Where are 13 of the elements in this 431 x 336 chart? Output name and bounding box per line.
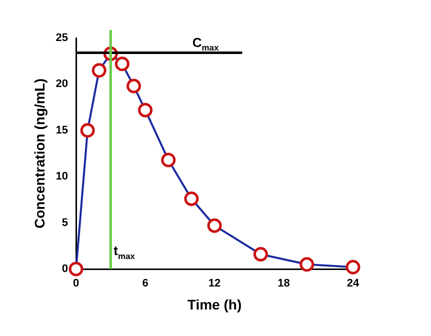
y-tick-label: 25	[56, 32, 68, 44]
x-axis-title: Time (h)	[187, 296, 242, 312]
y-tick-label: 20	[56, 78, 68, 90]
y-tick-label: 15	[56, 124, 68, 136]
x-tick-label: 18	[278, 278, 290, 290]
y-tick-label: 10	[56, 170, 68, 183]
y-tick-label: 5	[62, 216, 68, 229]
x-tick-label: 12	[208, 278, 221, 290]
x-tick-label: 24	[346, 278, 360, 290]
x-tick-label: 6	[142, 278, 148, 290]
y-tick-label: 0	[62, 263, 68, 276]
y-axis-title: Concentration (ng/mL)	[31, 78, 48, 229]
x-tick-label: 0	[72, 278, 80, 290]
